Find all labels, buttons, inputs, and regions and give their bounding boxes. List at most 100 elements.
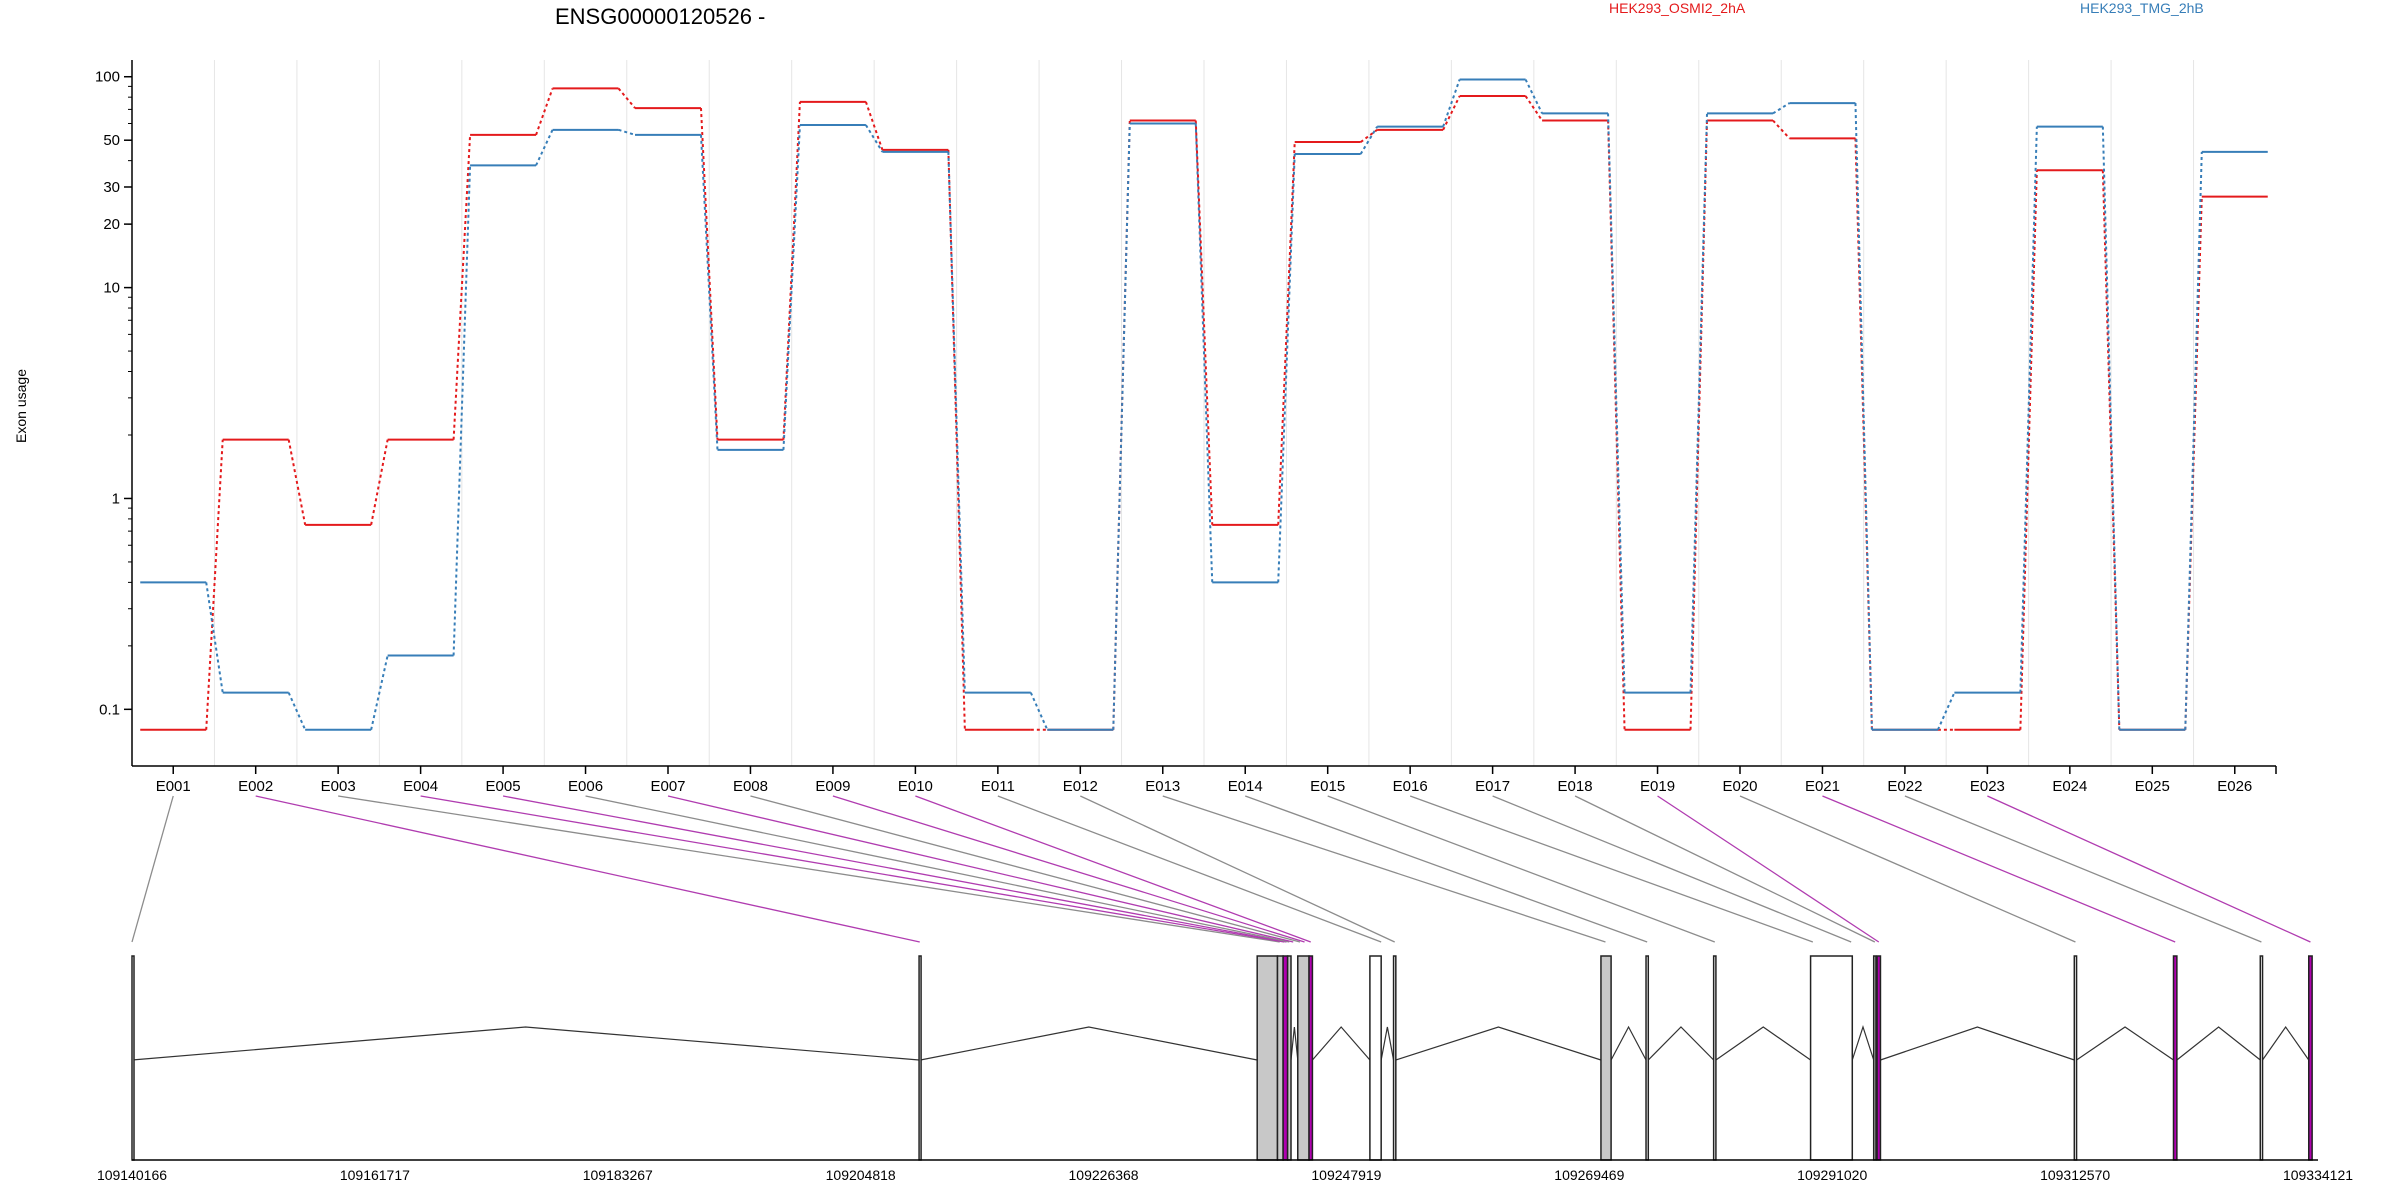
exon-connector [1080, 795, 1395, 943]
x-axis: E001 E002 E003 E004 E005 E006 E007 E008 E009 E010… [132, 765, 2277, 795]
series-connector [1359, 126, 1379, 155]
exon-connectors [131, 795, 2311, 943]
exon-connector [1327, 795, 1716, 943]
intron-line [1380, 1026, 1395, 1061]
exon-box [1876, 955, 1882, 1161]
series-connector [1524, 95, 1543, 122]
exon-box [1256, 955, 1279, 1161]
exon-connector [1987, 795, 2311, 943]
genomic-tick-label: 109140166 [97, 1167, 167, 1183]
exon-box [918, 955, 922, 1161]
x-tick-label: E014 [1228, 778, 1263, 795]
intron-line [920, 1026, 1258, 1061]
y-axis: 0.1 1 10 20 30 50 100 [95, 60, 133, 766]
exon-box [2259, 955, 2264, 1161]
intron-line [1715, 1026, 1811, 1061]
x-tick-label: E013 [1145, 778, 1180, 795]
exon-connector [832, 795, 1305, 943]
series-connector [287, 692, 307, 731]
exon-box [1369, 955, 1382, 1161]
series-connector [1524, 79, 1543, 114]
intron-line [131, 1026, 920, 1061]
x-tick-label: E006 [568, 778, 603, 795]
series-connector [2101, 126, 2121, 730]
series-connector [452, 134, 472, 440]
series-connector [1772, 119, 1791, 140]
genomic-axis: 109140166 109161717 109183267 109204818 1092… [97, 1159, 2353, 1183]
genomic-tick-label: 109247919 [1311, 1167, 1381, 1183]
y-tick-label: 0.1 [99, 701, 120, 718]
intron-line [1851, 1025, 1875, 1061]
y-axis-label: Exon usage [13, 369, 29, 443]
intron-line [1311, 1026, 1371, 1061]
series-connector [864, 101, 884, 151]
intron-line [2076, 1026, 2174, 1061]
intron-line [1395, 1026, 1602, 1061]
x-tick-label: E007 [650, 778, 685, 795]
series-connector [1194, 120, 1214, 525]
x-tick-label: E009 [815, 778, 850, 795]
exon-connector [667, 795, 1294, 943]
series-lines [140, 78, 2268, 731]
x-tick-label: E024 [2052, 778, 2087, 795]
series-connector [782, 124, 801, 450]
exon-box [1276, 955, 1284, 1161]
x-tick-label: E026 [2217, 778, 2252, 795]
exon-box [1712, 955, 1717, 1161]
x-tick-label: E002 [238, 778, 273, 795]
y-tick-label: 30 [103, 179, 120, 196]
x-tick-label: E025 [2135, 778, 2170, 795]
series-connector [617, 87, 636, 109]
series-connector [1029, 692, 1049, 731]
grid-lines [213, 60, 2195, 766]
series-1 [140, 78, 2268, 731]
series-connector [947, 151, 966, 693]
exon-connector [915, 795, 1311, 943]
legend-label-osmi2: HEK293_OSMI2_2hA [1609, 0, 1746, 16]
intron-line [1610, 1025, 1647, 1061]
exon-connector [997, 795, 1382, 943]
exon-connector [1657, 795, 1880, 943]
intron-line [1290, 1026, 1299, 1061]
exon-connector [1904, 795, 2262, 943]
x-tick-label: E005 [486, 778, 521, 795]
x-tick-label: E016 [1393, 778, 1428, 795]
x-tick-label: E019 [1640, 778, 1675, 795]
exon-box [131, 955, 135, 1161]
exon-connector [1739, 795, 2076, 943]
x-tick-label: E017 [1475, 778, 1510, 795]
series-connector [618, 128, 636, 136]
y-tick-label: 50 [103, 132, 120, 149]
series-connector [205, 582, 224, 693]
exon-box [2307, 955, 2313, 1161]
series-connector [699, 134, 719, 450]
series-connector [205, 439, 224, 730]
exon-box [1809, 955, 1854, 1161]
x-tick-label: E008 [733, 778, 768, 795]
series-connector [535, 129, 554, 166]
x-tick-label: E012 [1063, 778, 1098, 795]
x-tick-label: E004 [403, 778, 438, 795]
y-tick-label: 1 [112, 490, 120, 507]
series-connector [1936, 692, 1956, 731]
exon-connector [1162, 795, 1606, 943]
exon-connector [585, 795, 1290, 943]
chart-title: ENSG00000120526 - [555, 4, 765, 29]
exon-connector [1492, 795, 1852, 943]
exon-connector [502, 795, 1287, 943]
exon-box [1600, 955, 1612, 1161]
series-connector [535, 88, 554, 136]
x-tick-label: E022 [1887, 778, 1922, 795]
exon-connector [1822, 795, 2176, 943]
exon-box [2073, 955, 2078, 1161]
exon-box [2172, 955, 2178, 1161]
exon-connector [1245, 795, 1648, 943]
series-connector [1112, 123, 1131, 730]
exon-box [1392, 955, 1397, 1161]
x-tick-label: E015 [1310, 778, 1345, 795]
intron-line [1880, 1026, 2075, 1061]
y-tick-label: 10 [103, 280, 120, 297]
exon-box [1308, 955, 1314, 1161]
exon-box [1872, 955, 1877, 1161]
